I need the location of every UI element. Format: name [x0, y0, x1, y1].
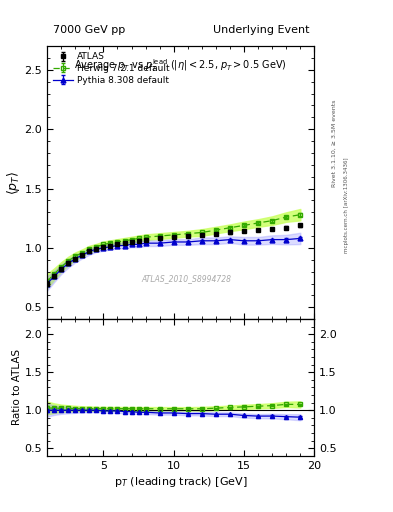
Text: 7000 GeV pp: 7000 GeV pp — [53, 25, 125, 35]
Legend: ATLAS, Herwig 7.2.1 default, Pythia 8.308 default: ATLAS, Herwig 7.2.1 default, Pythia 8.30… — [51, 51, 171, 87]
Text: ATLAS_2010_S8994728: ATLAS_2010_S8994728 — [141, 274, 231, 283]
Y-axis label: Ratio to ATLAS: Ratio to ATLAS — [12, 349, 22, 425]
Text: Rivet 3.1.10, ≥ 3.5M events: Rivet 3.1.10, ≥ 3.5M events — [332, 100, 337, 187]
Y-axis label: $\langle p_T \rangle$: $\langle p_T \rangle$ — [5, 170, 22, 195]
Text: Average $p_T$ vs $p_T^{\rm lead}$ ($|\eta| < 2.5$, $p_T > 0.5$ GeV): Average $p_T$ vs $p_T^{\rm lead}$ ($|\et… — [74, 57, 287, 74]
X-axis label: p$_T$ (leading track) [GeV]: p$_T$ (leading track) [GeV] — [114, 475, 248, 489]
Text: mcplots.cern.ch [arXiv:1306.3436]: mcplots.cern.ch [arXiv:1306.3436] — [344, 157, 349, 252]
Text: Underlying Event: Underlying Event — [213, 25, 309, 35]
